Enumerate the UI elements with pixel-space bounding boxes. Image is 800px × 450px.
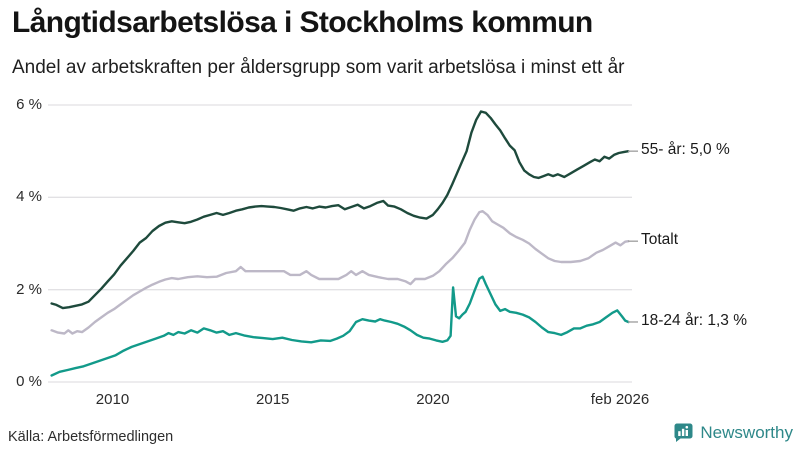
y-tick-label: 2 % bbox=[16, 280, 42, 298]
y-tick-label: 4 % bbox=[16, 188, 42, 206]
x-tick-label: feb 2026 bbox=[590, 391, 650, 408]
series-end-label-18-24-r: 18-24 år: 1,3 % bbox=[641, 311, 747, 329]
newsworthy-brand-link[interactable]: Newsworthy bbox=[673, 422, 793, 443]
source-attribution: Källa: Arbetsförmedlingen bbox=[8, 429, 174, 445]
newsworthy-brand-name: Newsworthy bbox=[700, 422, 793, 442]
series-end-label-55-r: 55- år: 5,0 % bbox=[641, 141, 730, 159]
series-end-label-totalt: Totalt bbox=[641, 231, 679, 249]
series-line-18-24-r bbox=[50, 275, 630, 377]
series-line-55-r bbox=[50, 110, 630, 310]
newsworthy-bar-chart-bubble-icon bbox=[674, 423, 693, 442]
page-title: Långtidsarbetslösa i Stockholms kommun bbox=[12, 6, 593, 39]
series-line-totalt bbox=[50, 209, 630, 335]
x-tick-label: 2010 bbox=[95, 391, 130, 408]
y-tick-label: 6 % bbox=[16, 96, 42, 113]
x-tick-label: 2015 bbox=[256, 391, 290, 408]
x-tick-label: 2020 bbox=[416, 391, 450, 408]
chart-subtitle: Andel av arbetskraften per åldersgrupp s… bbox=[12, 57, 625, 78]
y-tick-label: 0 % bbox=[16, 373, 42, 390]
